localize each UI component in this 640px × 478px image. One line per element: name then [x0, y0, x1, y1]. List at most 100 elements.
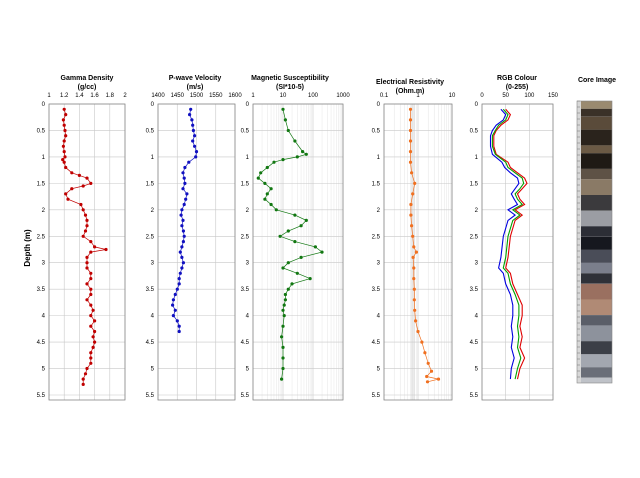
mag-data-point — [278, 234, 282, 238]
pwave-data-point — [183, 165, 187, 170]
core-image-band — [577, 116, 612, 130]
gamma-data-point — [85, 261, 89, 265]
res-data-point — [426, 361, 430, 365]
pwave-data-point — [183, 181, 187, 185]
gamma-depth-tick-label: 5.5 — [37, 393, 46, 399]
mag-data-point — [283, 118, 287, 122]
pwave-depth-tick-label: 3 — [151, 261, 155, 267]
mag-data-point — [282, 314, 286, 318]
core-image-band — [577, 210, 612, 227]
mag-plot-frame — [252, 103, 344, 401]
gamma-data-point — [89, 181, 93, 185]
res-depth-tick-label: 5.5 — [372, 393, 381, 399]
gamma-data-point — [61, 144, 65, 148]
pwave-data-point — [177, 277, 181, 281]
mag-data-point — [293, 213, 297, 217]
pwave-data-point — [181, 187, 185, 191]
rgb-title: RGB Colour — [497, 75, 537, 82]
core-image-band — [577, 153, 612, 169]
mag-data-point — [265, 165, 269, 170]
gamma-depth-tick-label: 0 — [42, 102, 46, 108]
res-data-point — [425, 374, 429, 379]
res-data-point — [408, 150, 413, 154]
gamma-data-point — [61, 118, 65, 122]
mag-data-point — [295, 271, 299, 275]
mag-subtitle: (SI*10-5) — [276, 84, 304, 91]
core-image-band — [577, 195, 612, 211]
pwave-data-point — [184, 197, 188, 201]
res-data-point — [410, 224, 414, 228]
core-image-frame — [576, 100, 613, 384]
pwave-data-point — [180, 208, 184, 212]
gamma-data-point — [85, 298, 89, 302]
mag-data-point — [283, 298, 287, 302]
gamma-series-line — [62, 109, 107, 385]
mag-data-point — [281, 308, 285, 312]
gamma-data-point — [83, 213, 88, 217]
res-data-point — [413, 181, 417, 185]
gamma-data-point — [81, 184, 85, 188]
mag-data-point — [301, 150, 305, 154]
gamma-data-point — [63, 155, 67, 159]
gamma-density-panel: Gamma Density (g/cc) 1 1.2 1.4 1.6 1.8 2 0 0.5 1… — [37, 75, 127, 401]
mag-x-tick-label: 10 — [280, 93, 287, 99]
core-image-band — [577, 108, 612, 117]
mag-depth-tick-label: 2 — [246, 208, 250, 214]
res-depth-tick-label: 2.5 — [372, 234, 381, 240]
mag-data-point — [286, 287, 290, 291]
rgb-x-tick-label: 100 — [524, 93, 535, 99]
gamma-depth-tick-label: 3 — [42, 261, 46, 267]
rgb-depth-tick-label: 4.5 — [470, 340, 479, 346]
mag-data-point — [274, 208, 278, 212]
rgb-depth-tick-label: 5 — [475, 367, 479, 373]
gamma-data-point — [62, 107, 66, 111]
core-image-band — [577, 249, 612, 263]
mag-data-point — [293, 240, 297, 244]
res-data-point — [412, 287, 416, 291]
res-data-point — [413, 308, 417, 312]
gamma-data-point — [89, 292, 93, 297]
res-x-tick-label: 10 — [449, 93, 456, 99]
mag-data-point — [281, 366, 285, 371]
pwave-depth-tick-label: 3.5 — [146, 287, 155, 293]
mag-depth-tick-label: 0 — [246, 102, 250, 108]
res-depth-tick-label: 0 — [377, 102, 381, 108]
rgb-depth-tick-label: 2.5 — [470, 234, 479, 240]
gamma-x-tick-label: 1.2 — [60, 93, 69, 99]
gamma-depth-tick-label: 5 — [42, 367, 46, 373]
core-image-band — [577, 315, 612, 326]
mag-depth-tick-label: 3 — [246, 261, 250, 267]
mag-data-point — [286, 128, 290, 133]
mag-data-point — [280, 335, 284, 339]
gamma-data-point — [85, 176, 89, 180]
gamma-data-point — [89, 303, 93, 307]
gamma-data-point — [62, 123, 66, 127]
mag-data-point — [281, 324, 285, 328]
rgb-depth-tick-label: 0 — [475, 102, 479, 108]
pwave-data-point — [180, 224, 184, 228]
gamma-data-point — [104, 247, 108, 252]
gamma-data-point — [89, 356, 93, 360]
res-x-tick-label: 1 — [416, 93, 420, 99]
gamma-data-point — [91, 345, 95, 349]
core-image-title: Core Image — [578, 77, 616, 84]
rgb-x-tick-label: 0 — [480, 93, 484, 99]
res-data-point — [408, 139, 413, 143]
core-image-band — [577, 377, 612, 383]
gamma-depth-tick-label: 2 — [42, 208, 46, 214]
res-series-line — [410, 109, 439, 383]
mag-data-point — [308, 277, 312, 281]
pwave-data-point — [181, 261, 185, 265]
gamma-title: Gamma Density — [61, 75, 114, 82]
rgb-green-series-line — [491, 108, 525, 380]
core-image-scale-ruler — [577, 101, 581, 383]
pwave-depth-tick-label: 0.5 — [146, 128, 155, 134]
res-depth-tick-label: 1 — [377, 155, 381, 161]
gamma-data-point — [70, 171, 74, 175]
mag-depth-tick-label: 1 — [246, 155, 250, 161]
core-image-band — [577, 145, 612, 154]
res-data-point — [412, 266, 416, 270]
mag-data-point — [295, 155, 299, 159]
res-data-point — [412, 277, 416, 281]
